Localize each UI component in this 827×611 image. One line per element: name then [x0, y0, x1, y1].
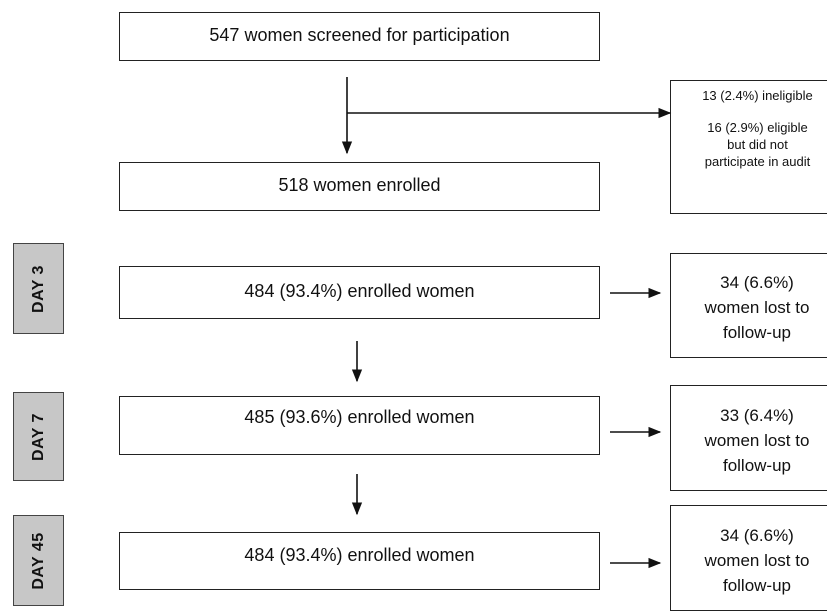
day-45-lost-line2: women lost to — [704, 550, 810, 570]
day-3-enrolled-box: 484 (93.4%) enrolled women — [119, 266, 600, 319]
day-7-lost-line3: follow-up — [722, 455, 792, 475]
enrolled-text: 518 women enrolled — [278, 174, 441, 195]
day-3-lost-box: 34 (6.6%) women lost to follow-up — [670, 253, 827, 358]
day-3-lost-line2: women lost to — [704, 298, 810, 317]
day-45-enrolled-box: 484 (93.4%) enrolled women — [119, 532, 600, 590]
screened-box: 547 women screened for participation — [119, 12, 600, 61]
day-3-lost-line3: follow-up — [722, 323, 792, 342]
day-45-enrolled-text: 484 (93.4%) enrolled women — [244, 545, 475, 565]
day-7-label: DAY 7 — [13, 392, 64, 481]
day-7-lost-box: 33 (6.4%) women lost to follow-up — [670, 385, 827, 491]
eligible-text-line3: participate in audit — [704, 154, 811, 169]
eligible-text-line2: but did not — [727, 137, 788, 152]
day-45-lost-line1: 34 (6.6%) — [720, 525, 794, 545]
day-45-lost-box: 34 (6.6%) women lost to follow-up — [670, 505, 827, 611]
day-3-label: DAY 3 — [13, 243, 64, 334]
day-7-lost-line2: women lost to — [704, 430, 810, 450]
eligible-text-line1: 16 (2.9%) eligible — [707, 120, 808, 135]
day-7-enrolled-text: 485 (93.6%) enrolled women — [244, 406, 475, 427]
day-3-lost-line1: 34 (6.6%) — [720, 273, 794, 292]
day-3-enrolled-text: 484 (93.4%) enrolled women — [244, 280, 475, 301]
day-7-enrolled-box: 485 (93.6%) enrolled women — [119, 396, 600, 455]
day-45-lost-line3: follow-up — [722, 575, 792, 595]
day-7-lost-line1: 33 (6.4%) — [720, 405, 794, 425]
exclusions-box: 13 (2.4%) ineligible 16 (2.9%) eligible … — [670, 80, 827, 214]
day-45-label: DAY 45 — [13, 515, 64, 606]
ineligible-text: 13 (2.4%) ineligible — [702, 88, 813, 103]
screened-text: 547 women screened for participation — [209, 24, 510, 45]
enrolled-box: 518 women enrolled — [119, 162, 600, 211]
